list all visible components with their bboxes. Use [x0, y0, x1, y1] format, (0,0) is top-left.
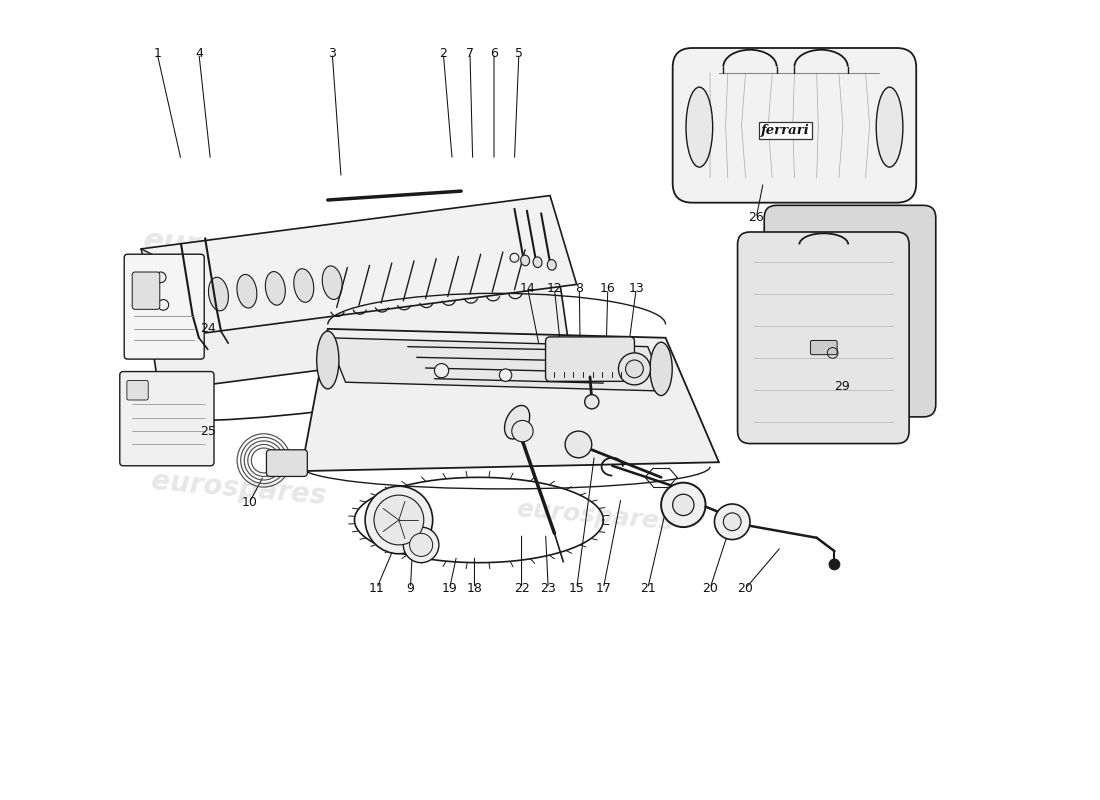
Ellipse shape: [686, 87, 713, 167]
Circle shape: [565, 431, 592, 458]
Circle shape: [434, 363, 449, 378]
Text: 18: 18: [466, 582, 483, 595]
Text: 25: 25: [200, 425, 216, 438]
Circle shape: [499, 369, 512, 382]
Text: 11: 11: [368, 582, 385, 595]
Text: 19: 19: [442, 582, 458, 595]
FancyBboxPatch shape: [124, 254, 205, 359]
Text: 24: 24: [200, 322, 216, 335]
Circle shape: [661, 482, 705, 527]
Ellipse shape: [265, 271, 285, 305]
Ellipse shape: [294, 269, 313, 302]
Text: 29: 29: [834, 380, 849, 393]
Text: 2: 2: [439, 47, 448, 60]
Circle shape: [714, 504, 750, 539]
Text: 6: 6: [491, 47, 498, 60]
FancyBboxPatch shape: [126, 381, 148, 400]
Ellipse shape: [404, 527, 439, 562]
Ellipse shape: [209, 278, 229, 311]
Text: 15: 15: [569, 582, 584, 595]
Text: eurospares: eurospares: [142, 226, 337, 272]
Text: 23: 23: [540, 582, 557, 595]
Ellipse shape: [236, 274, 257, 308]
Ellipse shape: [180, 280, 200, 314]
Polygon shape: [141, 249, 177, 338]
Polygon shape: [141, 195, 576, 338]
Text: eurospares: eurospares: [151, 467, 328, 510]
Circle shape: [673, 494, 694, 515]
Ellipse shape: [317, 331, 339, 389]
Text: 5: 5: [515, 47, 522, 60]
Circle shape: [585, 394, 598, 409]
Ellipse shape: [548, 259, 557, 270]
Circle shape: [512, 421, 534, 442]
Text: 12: 12: [547, 282, 562, 295]
Text: 22: 22: [514, 582, 529, 595]
Text: 26: 26: [748, 211, 764, 224]
Text: 14: 14: [520, 282, 536, 295]
Text: 21: 21: [640, 582, 656, 595]
Ellipse shape: [650, 342, 672, 395]
Ellipse shape: [505, 406, 530, 439]
Circle shape: [724, 513, 741, 530]
FancyBboxPatch shape: [738, 232, 909, 443]
FancyBboxPatch shape: [811, 341, 837, 354]
Circle shape: [626, 360, 644, 378]
Ellipse shape: [322, 266, 342, 299]
Text: eurospares: eurospares: [515, 497, 674, 534]
Ellipse shape: [520, 255, 529, 266]
Text: 9: 9: [407, 582, 415, 595]
Text: 4: 4: [195, 47, 202, 60]
Text: eurospares: eurospares: [461, 352, 639, 395]
Polygon shape: [301, 329, 719, 471]
Text: 1: 1: [153, 47, 161, 60]
Ellipse shape: [409, 534, 432, 557]
FancyBboxPatch shape: [266, 450, 307, 477]
Polygon shape: [150, 275, 568, 391]
Ellipse shape: [877, 87, 903, 167]
Text: 20: 20: [738, 582, 754, 595]
Text: 7: 7: [466, 47, 474, 60]
Text: 10: 10: [242, 496, 257, 509]
FancyBboxPatch shape: [673, 48, 916, 202]
Circle shape: [829, 559, 839, 570]
Circle shape: [365, 486, 432, 554]
Circle shape: [374, 495, 424, 545]
Polygon shape: [328, 338, 666, 391]
Ellipse shape: [534, 257, 542, 267]
FancyBboxPatch shape: [120, 371, 214, 466]
Text: 17: 17: [595, 582, 612, 595]
Text: ferrari: ferrari: [761, 124, 810, 137]
FancyBboxPatch shape: [546, 337, 635, 382]
Text: 13: 13: [628, 282, 645, 295]
FancyBboxPatch shape: [764, 206, 936, 417]
Text: 8: 8: [575, 282, 583, 295]
Text: 16: 16: [600, 282, 616, 295]
Text: 20: 20: [702, 582, 718, 595]
Circle shape: [618, 353, 650, 385]
Text: 3: 3: [328, 47, 337, 60]
FancyBboxPatch shape: [132, 272, 160, 310]
